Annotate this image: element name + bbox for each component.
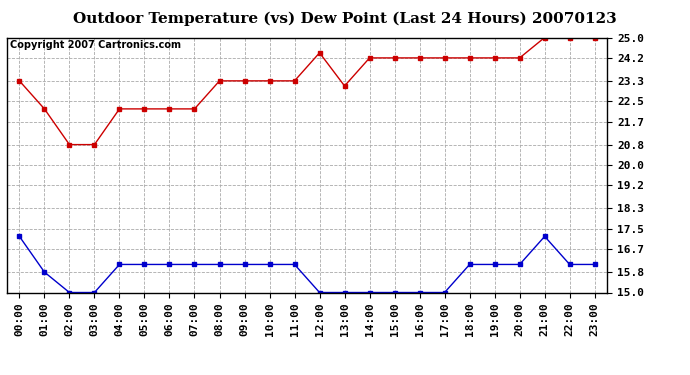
Text: Outdoor Temperature (vs) Dew Point (Last 24 Hours) 20070123: Outdoor Temperature (vs) Dew Point (Last…: [73, 11, 617, 26]
Text: Copyright 2007 Cartronics.com: Copyright 2007 Cartronics.com: [10, 40, 181, 50]
